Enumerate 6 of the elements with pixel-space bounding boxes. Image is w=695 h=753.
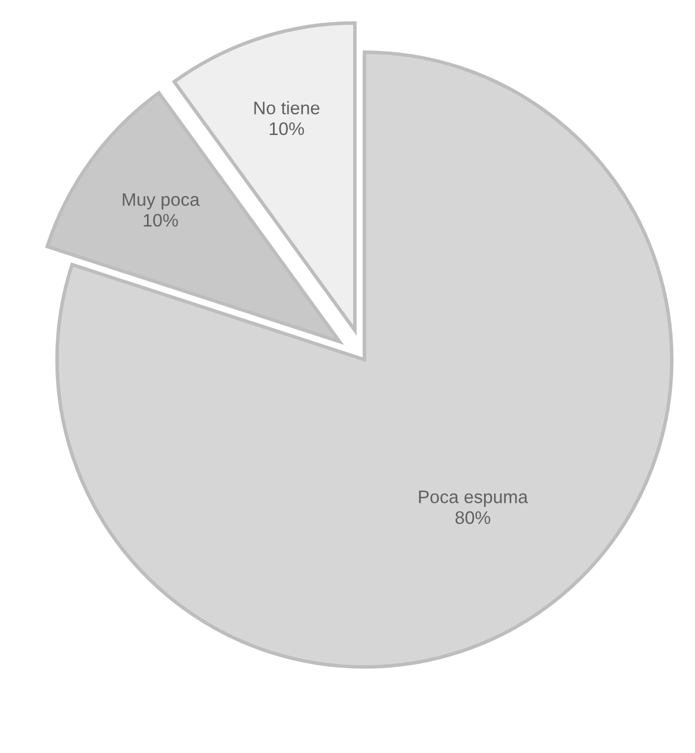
data-label: 10% [270, 122, 304, 136]
data-label: 80% [456, 511, 490, 524]
slice-label: No tiene [254, 101, 320, 114]
slice-label: Muy poca [122, 193, 200, 210]
data-label: 10% [144, 214, 178, 227]
slice-label: Poca espuma [419, 490, 528, 507]
